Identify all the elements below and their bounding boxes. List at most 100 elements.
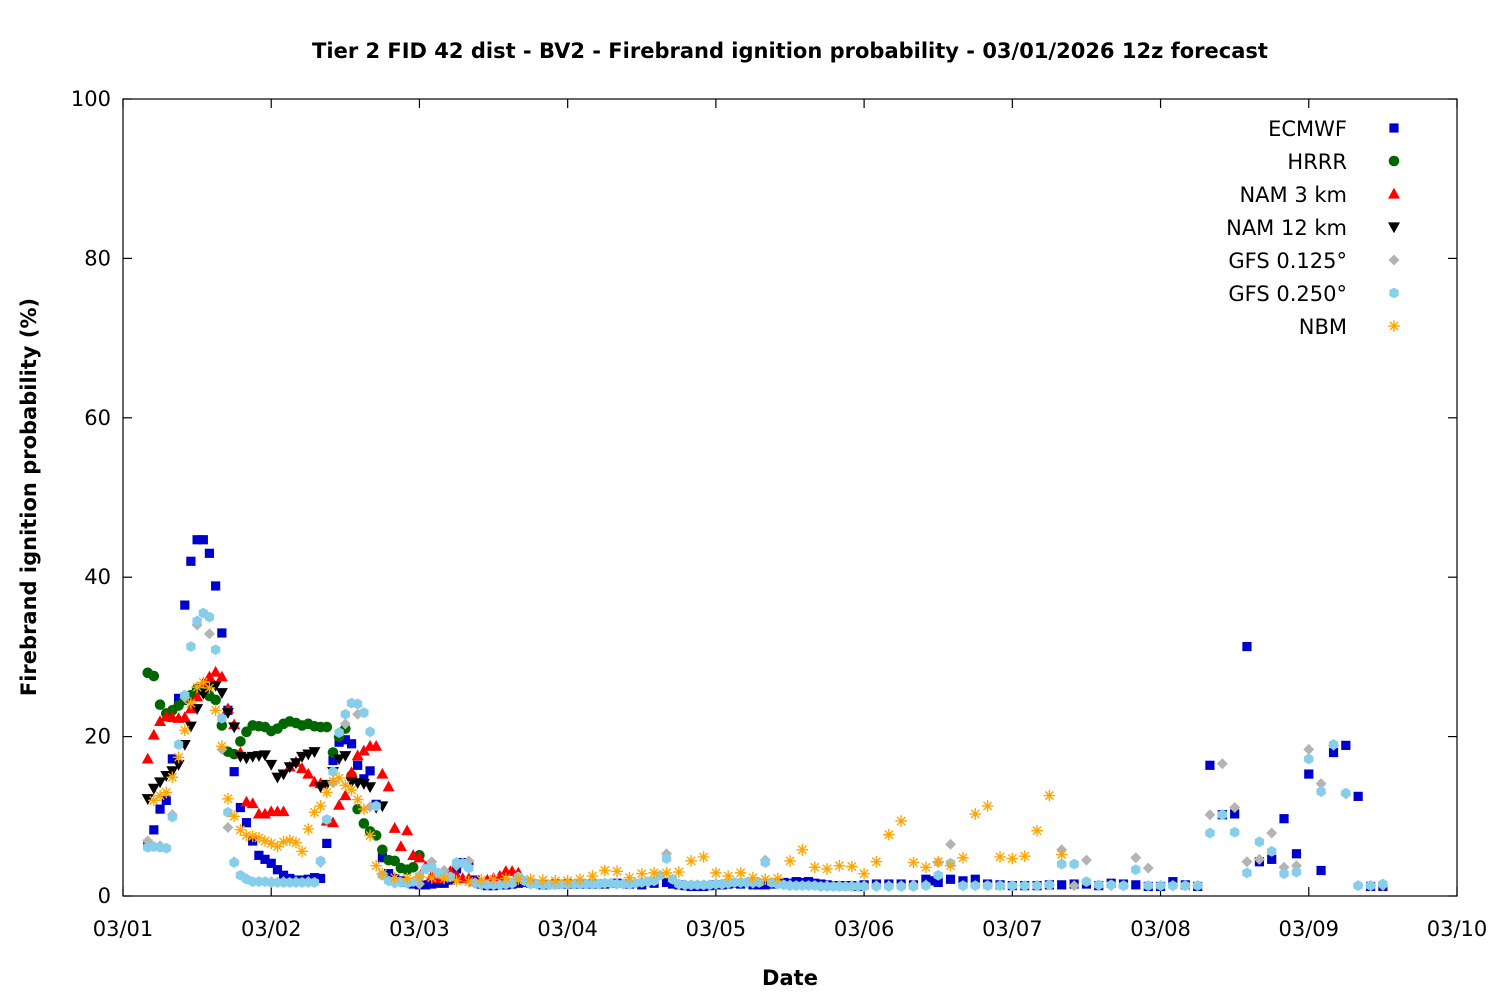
data-point bbox=[982, 880, 993, 892]
data-point bbox=[464, 862, 474, 874]
x-tick-label: 03/08 bbox=[1130, 917, 1191, 941]
data-point bbox=[222, 792, 234, 805]
data-point bbox=[635, 867, 648, 880]
data-point bbox=[351, 793, 364, 806]
data-point bbox=[388, 871, 401, 884]
data-point bbox=[186, 556, 196, 566]
data-point bbox=[1131, 864, 1141, 876]
data-point bbox=[265, 759, 278, 771]
data-point bbox=[524, 873, 537, 886]
data-point bbox=[796, 843, 809, 856]
data-point bbox=[161, 795, 171, 805]
data-point bbox=[1241, 856, 1253, 868]
data-point bbox=[339, 718, 351, 730]
data-point bbox=[1353, 791, 1363, 801]
data-point bbox=[463, 875, 475, 888]
data-point bbox=[1230, 809, 1240, 819]
data-point bbox=[340, 708, 351, 720]
data-point bbox=[154, 715, 167, 727]
data-point bbox=[907, 856, 920, 869]
y-tick-label: 0 bbox=[98, 884, 111, 908]
data-point bbox=[216, 740, 228, 752]
data-point bbox=[377, 853, 387, 863]
data-point bbox=[210, 644, 221, 656]
data-point bbox=[413, 871, 426, 883]
data-point bbox=[333, 772, 345, 784]
data-point bbox=[277, 836, 290, 848]
data-point bbox=[234, 824, 247, 836]
data-point bbox=[167, 754, 177, 764]
data-point bbox=[1304, 769, 1314, 779]
data-point bbox=[296, 751, 309, 763]
data-point bbox=[340, 735, 350, 745]
data-point bbox=[1055, 848, 1068, 861]
data-point bbox=[382, 780, 395, 792]
data-point bbox=[957, 851, 969, 864]
data-point bbox=[365, 726, 375, 738]
data-point bbox=[296, 762, 309, 774]
data-point bbox=[296, 845, 308, 858]
x-tick-label: 03/05 bbox=[686, 917, 747, 941]
data-point bbox=[1131, 880, 1141, 890]
data-point bbox=[223, 806, 233, 818]
data-point bbox=[1242, 867, 1252, 879]
data-point bbox=[376, 867, 389, 880]
data-point bbox=[586, 870, 599, 882]
data-point bbox=[180, 689, 190, 701]
data-point bbox=[364, 782, 377, 794]
data-point bbox=[339, 779, 352, 792]
data-point bbox=[339, 751, 352, 762]
data-point bbox=[771, 872, 784, 885]
data-point bbox=[178, 711, 191, 723]
data-point bbox=[328, 755, 338, 766]
data-point bbox=[1044, 879, 1055, 891]
plot-area bbox=[122, 98, 1458, 897]
data-point bbox=[353, 760, 363, 770]
data-point bbox=[322, 838, 332, 848]
data-point bbox=[271, 772, 284, 784]
data-point bbox=[884, 881, 894, 892]
data-point bbox=[302, 823, 315, 835]
data-point bbox=[433, 878, 443, 888]
data-point bbox=[217, 628, 227, 638]
data-point bbox=[321, 786, 333, 799]
data-point bbox=[401, 824, 414, 836]
x-tick-label: 03/02 bbox=[241, 917, 302, 941]
data-point bbox=[759, 873, 772, 886]
data-point bbox=[148, 670, 160, 682]
data-point bbox=[981, 800, 994, 812]
data-point bbox=[357, 779, 370, 790]
data-point bbox=[1341, 787, 1351, 799]
data-point bbox=[710, 867, 722, 879]
data-point bbox=[994, 851, 1006, 863]
data-point bbox=[272, 865, 283, 875]
x-tick-label: 03/01 bbox=[93, 917, 154, 941]
data-point bbox=[413, 851, 426, 863]
data-point bbox=[246, 797, 259, 809]
data-point bbox=[487, 873, 500, 886]
data-point bbox=[141, 794, 154, 805]
data-point bbox=[173, 693, 184, 703]
data-point bbox=[302, 749, 315, 761]
data-point bbox=[1143, 880, 1153, 892]
data-point bbox=[278, 870, 289, 880]
data-point bbox=[685, 855, 697, 867]
data-point bbox=[1069, 858, 1079, 870]
data-point bbox=[209, 704, 222, 717]
data-point bbox=[1341, 740, 1351, 750]
legend-marker-hrrr bbox=[1388, 155, 1400, 167]
data-point bbox=[427, 879, 437, 889]
data-point bbox=[228, 722, 241, 734]
data-point bbox=[1118, 880, 1129, 892]
data-point bbox=[308, 806, 321, 819]
legend: ECMWF HRRR NAM 3 km NAM 12 km GFS 0.125° GFS … bbox=[1226, 117, 1400, 339]
data-point bbox=[722, 870, 734, 882]
legend-label-gfs-0-250: GFS 0.250° bbox=[1228, 282, 1347, 306]
data-point bbox=[370, 859, 382, 872]
data-point bbox=[180, 600, 190, 610]
data-point bbox=[240, 829, 253, 842]
data-point bbox=[147, 783, 160, 795]
data-point bbox=[172, 751, 185, 764]
data-point bbox=[149, 825, 159, 835]
data-point bbox=[734, 867, 747, 879]
